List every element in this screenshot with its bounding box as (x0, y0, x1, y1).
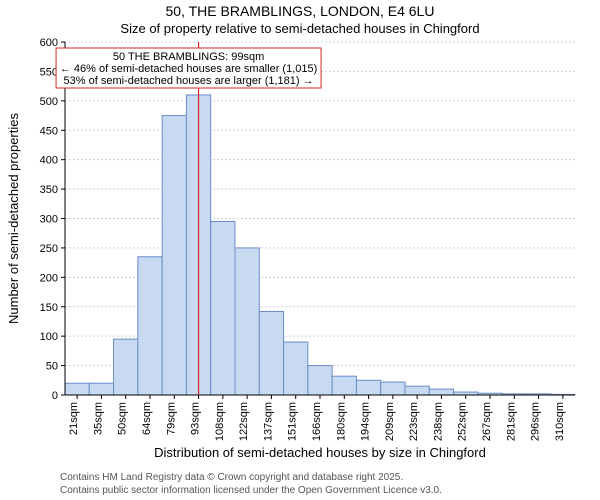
y-tick-label: 350 (40, 184, 58, 196)
y-tick-label: 100 (40, 331, 58, 343)
x-tick-label: 50sqm (117, 402, 129, 435)
annotation-line3: 53% of semi-detached houses are larger (… (64, 75, 314, 87)
histogram-bar (332, 376, 356, 395)
histogram-bar (308, 366, 332, 395)
annotation-line1: 50 THE BRAMBLINGS: 99sqm (113, 51, 264, 63)
x-tick-label: 151sqm (287, 402, 299, 441)
y-tick-label: 450 (40, 125, 58, 137)
footer-line2: Contains public sector information licen… (60, 485, 442, 496)
x-tick-label: 238sqm (432, 402, 444, 441)
x-tick-label: 166sqm (311, 402, 323, 441)
x-tick-label: 93sqm (190, 402, 202, 435)
y-tick-label: 400 (40, 155, 58, 167)
y-tick-label: 0 (52, 390, 58, 402)
y-tick-label: 500 (40, 96, 58, 108)
annotation-line2: ← 46% of semi-detached houses are smalle… (60, 63, 317, 75)
x-tick-label: 296sqm (530, 402, 542, 441)
x-tick-label: 209sqm (384, 402, 396, 441)
x-axis-label: Distribution of semi-detached houses by … (154, 445, 486, 460)
x-tick-label: 267sqm (481, 402, 493, 441)
histogram-bar (356, 380, 380, 395)
histogram-bar (405, 386, 429, 395)
x-tick-label: 122sqm (238, 402, 250, 441)
histogram-bar (65, 383, 89, 395)
histogram-bar (162, 116, 186, 395)
x-tick-label: 64sqm (141, 402, 153, 435)
x-tick-label: 281sqm (505, 402, 517, 441)
x-tick-label: 223sqm (408, 402, 420, 441)
y-tick-label: 250 (40, 243, 58, 255)
x-tick-label: 35sqm (92, 402, 104, 435)
histogram-bar (381, 382, 405, 395)
y-axis-label: Number of semi-detached properties (6, 113, 21, 324)
x-tick-label: 180sqm (335, 402, 347, 441)
histogram-bar (235, 248, 259, 395)
x-tick-label: 252sqm (457, 402, 469, 441)
chart-container: 50, THE BRAMBLINGS, LONDON, E4 6LU Size o… (0, 0, 600, 500)
histogram-bar (284, 342, 308, 395)
x-tick-label: 310sqm (554, 402, 566, 441)
histogram-bar (429, 389, 453, 395)
chart-svg: 50, THE BRAMBLINGS, LONDON, E4 6LU Size o… (0, 0, 600, 500)
chart-subtitle: Size of property relative to semi-detach… (120, 21, 479, 36)
footer-line1: Contains HM Land Registry data © Crown c… (60, 472, 403, 483)
y-tick-label: 600 (40, 37, 58, 49)
histogram-bar (259, 311, 283, 395)
y-tick-label: 50 (46, 361, 58, 373)
x-tick-label: 21sqm (68, 402, 80, 435)
y-tick-label: 300 (40, 214, 58, 226)
histogram-bar (89, 383, 113, 395)
x-tick-label: 194sqm (360, 402, 372, 441)
histogram-bar (138, 257, 162, 395)
y-tick-label: 200 (40, 272, 58, 284)
y-tick-label: 150 (40, 302, 58, 314)
histogram-bar (211, 221, 235, 395)
x-tick-label: 108sqm (214, 402, 226, 441)
chart-title: 50, THE BRAMBLINGS, LONDON, E4 6LU (166, 3, 435, 19)
x-tick-label: 79sqm (165, 402, 177, 435)
histogram-bar (114, 339, 138, 395)
x-tick-label: 137sqm (262, 402, 274, 441)
y-tick-label: 550 (40, 66, 58, 78)
